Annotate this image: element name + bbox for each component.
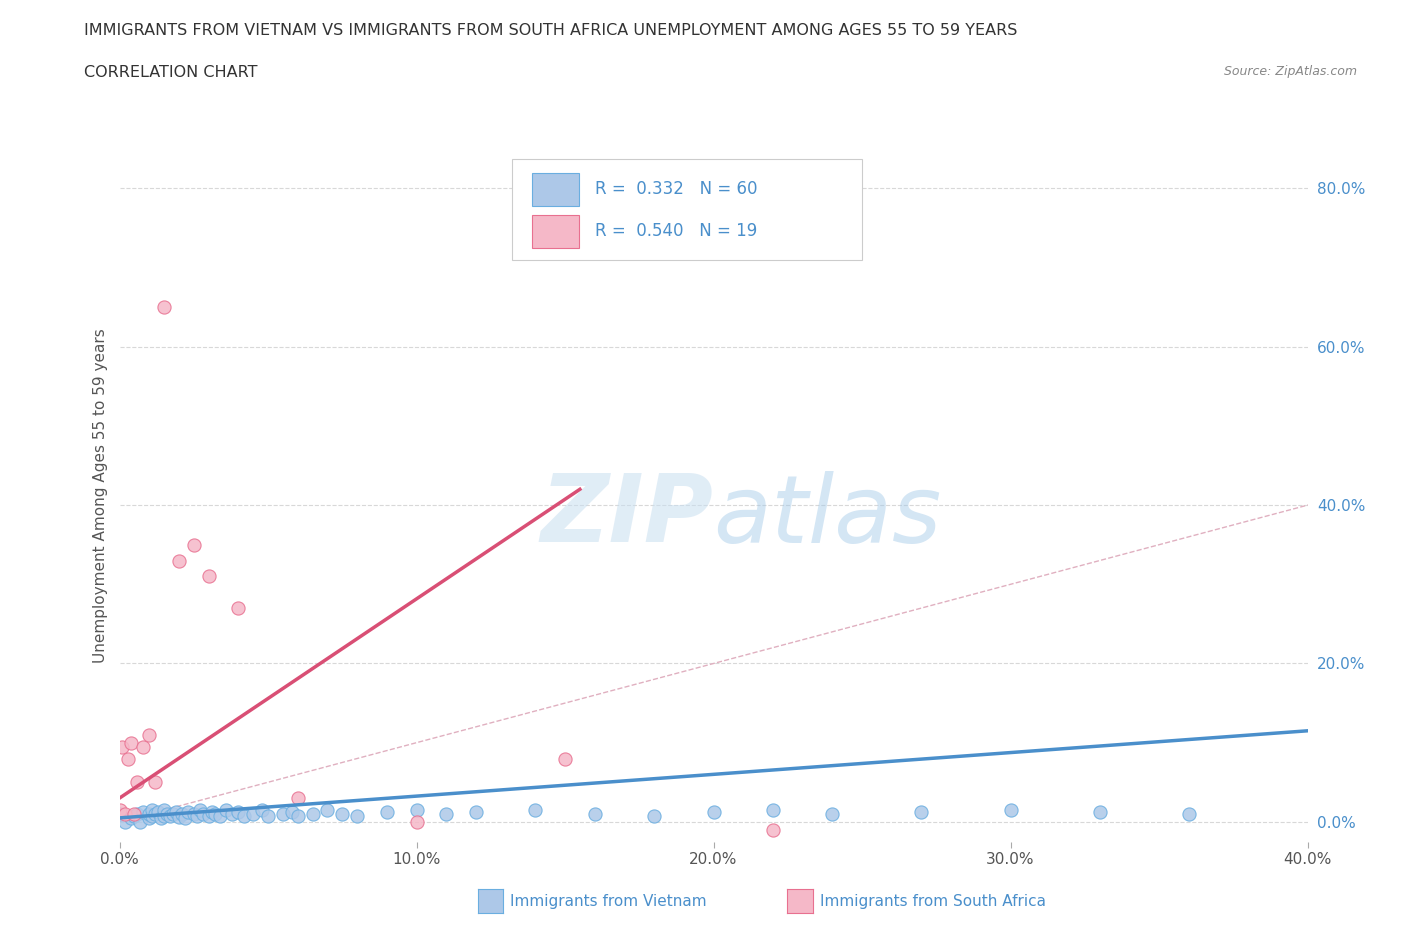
Point bbox=[910, 804, 932, 819]
Text: Source: ZipAtlas.com: Source: ZipAtlas.com bbox=[1223, 65, 1357, 78]
Point bbox=[346, 808, 368, 823]
Point bbox=[197, 808, 219, 823]
FancyBboxPatch shape bbox=[531, 215, 579, 248]
Point bbox=[132, 804, 155, 819]
Point bbox=[132, 739, 155, 754]
Point bbox=[177, 804, 200, 819]
Point bbox=[464, 804, 486, 819]
Point bbox=[108, 806, 131, 821]
Point bbox=[1178, 806, 1201, 821]
Point bbox=[143, 775, 166, 790]
Point bbox=[141, 808, 163, 823]
Point bbox=[156, 806, 179, 821]
Point bbox=[702, 804, 725, 819]
Point bbox=[643, 808, 665, 823]
Point bbox=[141, 803, 163, 817]
Point bbox=[287, 808, 309, 823]
Point bbox=[524, 803, 547, 817]
Point bbox=[228, 601, 250, 616]
Text: Immigrants from Vietnam: Immigrants from Vietnam bbox=[510, 894, 707, 909]
Text: R =  0.332   N = 60: R = 0.332 N = 60 bbox=[595, 180, 758, 198]
Text: Immigrants from South Africa: Immigrants from South Africa bbox=[820, 894, 1046, 909]
Point bbox=[167, 810, 190, 825]
Text: R =  0.540   N = 19: R = 0.540 N = 19 bbox=[595, 221, 756, 240]
Point bbox=[200, 804, 222, 819]
Point bbox=[111, 739, 134, 754]
Point bbox=[204, 806, 226, 821]
Point bbox=[316, 803, 339, 817]
Text: IMMIGRANTS FROM VIETNAM VS IMMIGRANTS FROM SOUTH AFRICA UNEMPLOYMENT AMONG AGES : IMMIGRANTS FROM VIETNAM VS IMMIGRANTS FR… bbox=[84, 23, 1018, 38]
Point bbox=[159, 808, 181, 823]
FancyBboxPatch shape bbox=[512, 159, 862, 259]
Point bbox=[762, 822, 785, 837]
Point bbox=[221, 806, 243, 821]
Point bbox=[162, 806, 184, 821]
Point bbox=[209, 808, 232, 823]
Point bbox=[242, 806, 264, 821]
Point bbox=[150, 810, 173, 825]
Point bbox=[405, 803, 427, 817]
Y-axis label: Unemployment Among Ages 55 to 59 years: Unemployment Among Ages 55 to 59 years bbox=[93, 328, 108, 662]
Point bbox=[153, 808, 176, 823]
Point bbox=[124, 806, 146, 821]
Point bbox=[233, 808, 256, 823]
Point bbox=[114, 815, 136, 830]
Point bbox=[117, 751, 139, 766]
Point bbox=[165, 804, 187, 819]
Point bbox=[138, 810, 160, 825]
Point bbox=[120, 810, 142, 825]
Point bbox=[583, 806, 606, 821]
Point bbox=[821, 806, 844, 821]
Point bbox=[287, 790, 309, 805]
Point bbox=[257, 808, 280, 823]
Point bbox=[434, 806, 457, 821]
Point bbox=[127, 775, 149, 790]
Point bbox=[330, 806, 353, 821]
Text: CORRELATION CHART: CORRELATION CHART bbox=[84, 65, 257, 80]
Point bbox=[153, 803, 176, 817]
Point bbox=[197, 569, 219, 584]
Point bbox=[108, 803, 131, 817]
Point bbox=[762, 803, 785, 817]
Point bbox=[281, 804, 304, 819]
Text: atlas: atlas bbox=[713, 471, 942, 562]
Point bbox=[120, 736, 142, 751]
Point bbox=[191, 806, 214, 821]
Point bbox=[1000, 803, 1022, 817]
Point bbox=[129, 815, 152, 830]
Point bbox=[138, 806, 160, 821]
Point bbox=[228, 804, 250, 819]
Point bbox=[301, 806, 323, 821]
Point bbox=[250, 803, 273, 817]
Point bbox=[188, 803, 211, 817]
Point bbox=[405, 815, 427, 830]
Point bbox=[375, 804, 398, 819]
Point bbox=[215, 803, 238, 817]
Point bbox=[124, 808, 146, 823]
Point bbox=[153, 299, 176, 314]
FancyBboxPatch shape bbox=[531, 173, 579, 206]
Point bbox=[1088, 804, 1111, 819]
Point bbox=[183, 806, 205, 821]
Point bbox=[170, 806, 193, 821]
Point bbox=[183, 538, 205, 552]
Point bbox=[186, 808, 208, 823]
Point bbox=[114, 806, 136, 821]
Point bbox=[127, 806, 149, 821]
Point bbox=[271, 806, 294, 821]
Point bbox=[167, 553, 190, 568]
Point bbox=[173, 810, 195, 825]
Point bbox=[554, 751, 576, 766]
Point bbox=[138, 727, 160, 742]
Point bbox=[143, 806, 166, 821]
Point bbox=[146, 804, 169, 819]
Text: ZIP: ZIP bbox=[541, 470, 713, 562]
